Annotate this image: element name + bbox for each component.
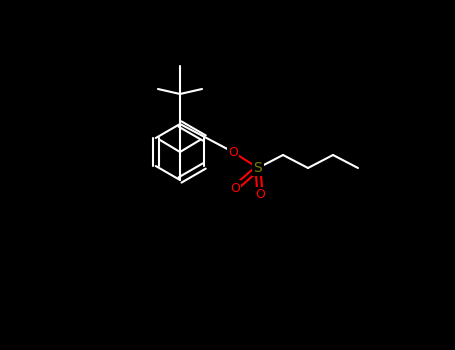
Text: O: O (255, 189, 265, 202)
Text: O: O (228, 146, 238, 159)
Text: S: S (253, 161, 263, 175)
Text: O: O (230, 182, 240, 195)
